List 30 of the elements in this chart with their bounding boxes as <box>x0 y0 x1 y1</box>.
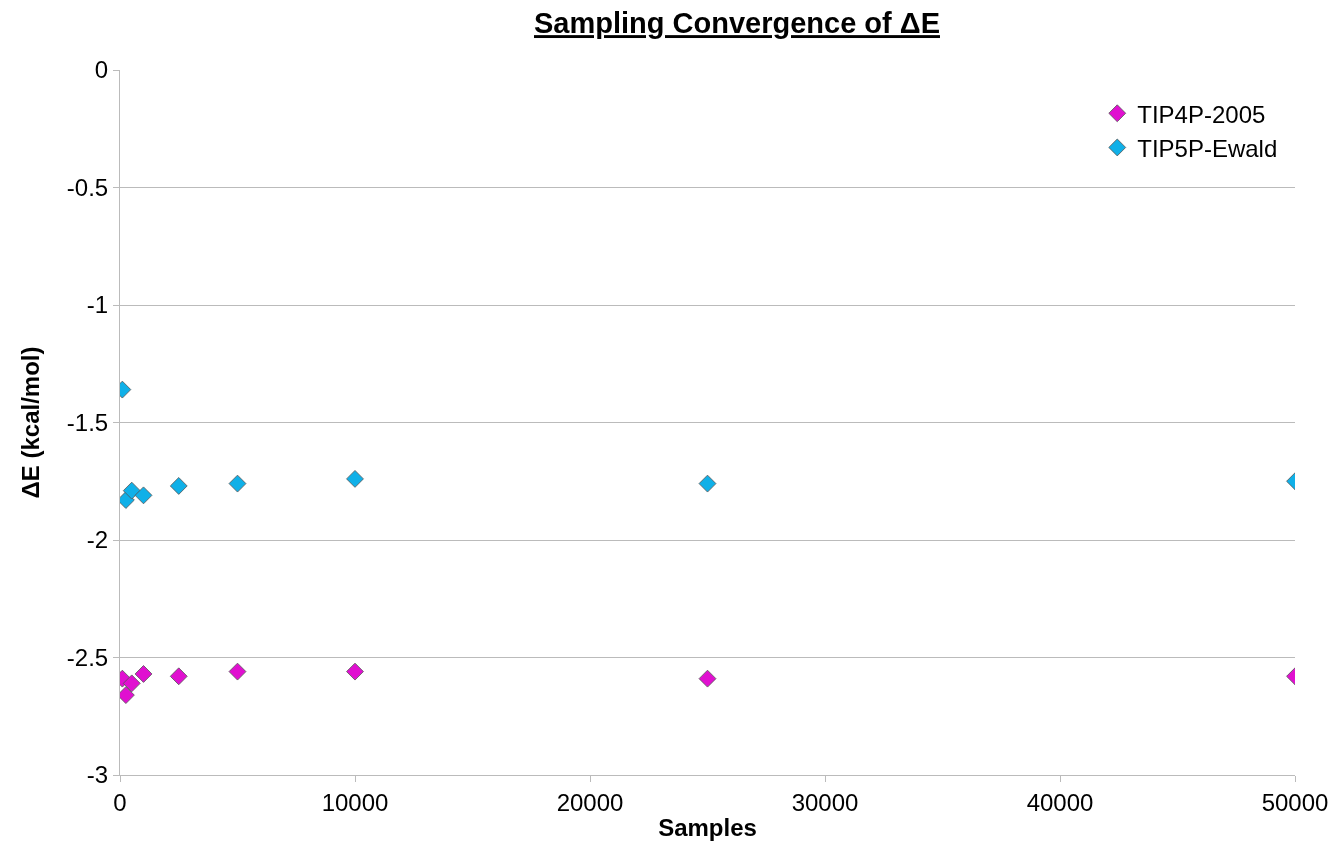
x-tick-label: 0 <box>113 788 127 816</box>
point <box>228 474 247 493</box>
x-tick-label: 20000 <box>556 788 624 816</box>
y-tick-label: -0.5 <box>66 173 109 201</box>
y-tick-label: -1.5 <box>66 408 109 436</box>
point <box>134 486 153 505</box>
point <box>122 674 141 693</box>
point <box>698 474 717 493</box>
point <box>228 662 247 681</box>
y-tick-label: -2.5 <box>66 643 109 671</box>
x-tick-label: 30000 <box>791 788 859 816</box>
y-tick-label: -2 <box>86 526 109 554</box>
point <box>169 667 188 686</box>
point <box>346 662 364 681</box>
point <box>698 669 717 688</box>
y-tick-label: 0 <box>94 56 109 84</box>
x-tick-label: 10000 <box>321 788 389 816</box>
point <box>346 470 364 488</box>
legend-label: TIP5P-Ewald <box>1137 134 1278 162</box>
legend-label: TIP4P-2005 <box>1137 100 1266 128</box>
point <box>134 665 153 683</box>
x-tick-label: 50000 <box>1261 788 1329 816</box>
y-tick-label: -3 <box>86 761 109 789</box>
y-tick-label: -1 <box>86 291 109 319</box>
point <box>122 481 141 500</box>
point <box>169 477 188 495</box>
y-axis-title: ΔE (kcal/mol) <box>16 346 44 499</box>
x-tick-label: 40000 <box>1026 788 1094 816</box>
x-axis-title: Samples <box>658 814 757 842</box>
chart-title: Sampling Convergence of ΔE <box>534 7 940 40</box>
